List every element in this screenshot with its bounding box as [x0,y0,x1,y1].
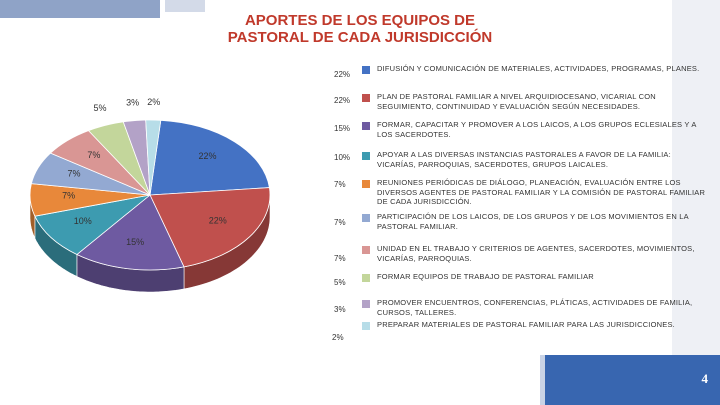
pie-slice-label-9: 3% [126,98,139,108]
legend-swatch-10 [362,322,370,330]
legend-swatch-6 [362,214,370,222]
legend-label-9: PROMOVER ENCUENTROS, CONFERENCIAS, PLÁTI… [377,298,693,317]
legend-swatch-4 [362,152,370,160]
legend-percent-1: 22% [334,70,351,79]
legend-percent-6: 7% [334,218,346,227]
legend-label-10: PREPARAR MATERIALES DE PASTORAL FAMILIAR… [377,320,675,329]
page-number-box: 4 [545,355,720,405]
pie-slice-label-5: 7% [62,190,75,200]
legend-swatch-9 [362,300,370,308]
pie-slice-3 [76,194,185,271]
pie-slice-label-8: 5% [93,103,106,113]
legend-percent-3: 15% [334,124,351,133]
pie-slice-label-7: 7% [87,150,100,160]
legend-label-5: REUNIONES PERIÓDICAS DE DIÁLOGO, PLANEAC… [377,178,706,206]
legend-swatch-2 [362,94,370,102]
pie-slice-10 [145,119,162,196]
legend-label-1: DIFUSIÓN Y COMUNICACIÓN DE MATERIALES, A… [377,64,700,73]
pie-chart: 22% 22% 15% 10% 7% 7% 7% 5% 3% 2% [29,97,271,293]
legend-percent-9: 3% [334,305,346,314]
legend-label-7: UNIDAD EN EL TRABAJO Y CRITERIOS DE AGEN… [377,244,695,263]
decorative-bar-top [0,0,160,18]
legend-percent-7: 7% [334,254,346,263]
legend-swatch-3 [362,122,370,130]
legend-swatch-5 [362,180,370,188]
legend-percent-4: 10% [334,153,351,162]
legend-label-4: APOYAR A LAS DIVERSAS INSTANCIAS PASTORA… [377,150,671,169]
legend-percent-2: 22% [334,96,351,105]
legend-swatch-1 [362,66,370,74]
legend-label-2: PLAN DE PASTORAL FAMILIAR A NIVEL ARQUID… [377,92,656,111]
pie-slice-1 [149,119,270,196]
page-number: 4 [701,371,709,386]
legend-percent-5: 7% [334,180,346,189]
legend-label-8: FORMAR EQUIPOS DE TRABAJO DE PASTORAL FA… [377,272,594,281]
slide-title: APORTES DE LOS EQUIPOS DE PASTORAL DE CA… [227,12,493,46]
pie-slice-label-6: 7% [67,168,80,178]
pie-slice-label-3: 15% [126,237,144,247]
legend-label-3: FORMAR, CAPACITAR Y PROMOVER A LOS LAICO… [377,120,697,139]
pie-slice-2 [149,187,271,268]
decorative-panel-right [672,0,720,405]
legend-percent-10: 2% [332,333,344,342]
pie-slice-label-2: 22% [209,216,227,226]
pie-slice-label-10: 2% [147,97,160,107]
legend-percent-8: 5% [334,278,346,287]
decorative-bar-top-secondary [165,0,205,12]
pie-slice-4 [34,194,151,255]
pie-slice-label-1: 22% [198,151,216,161]
legend-swatch-8 [362,274,370,282]
pie-slice-label-4: 10% [74,216,92,226]
legend-label-6: PARTICIPACIÓN DE LOS LAICOS, DE LOS GRUP… [377,212,689,231]
legend-swatch-7 [362,246,370,254]
